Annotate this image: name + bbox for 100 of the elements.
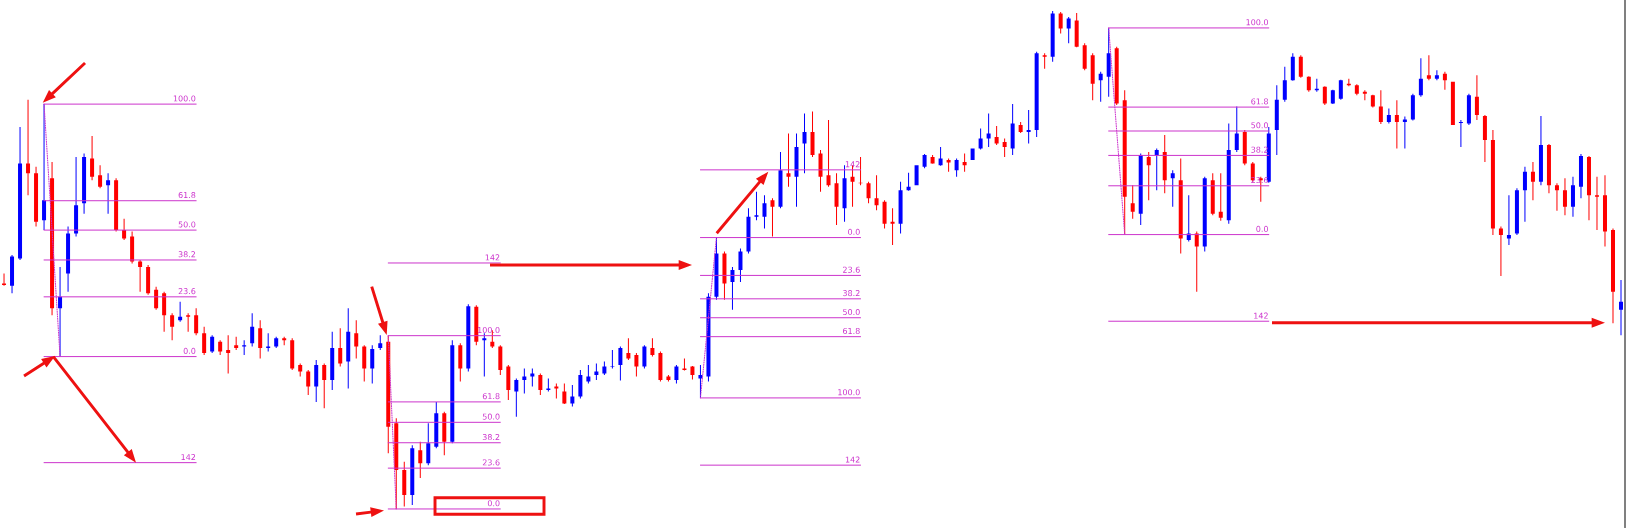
candlestick — [450, 340, 455, 444]
candlestick — [1178, 158, 1183, 254]
candlestick — [138, 259, 143, 292]
series-label: 23.6 — [178, 288, 196, 295]
candlestick — [834, 173, 839, 226]
candlestick — [802, 113, 807, 174]
candlestick — [498, 345, 503, 376]
candlestick — [1306, 76, 1311, 92]
series-label: 23.6 — [843, 266, 860, 273]
candlestick — [1298, 55, 1303, 78]
candlestick — [1026, 110, 1031, 144]
candlestick — [1066, 16, 1071, 44]
series-label: 38.2 — [482, 434, 500, 441]
candlestick — [1330, 89, 1335, 105]
candlestick — [1130, 185, 1135, 219]
candlestick — [1490, 130, 1495, 236]
series-label: 50.0 — [1251, 122, 1268, 129]
candlestick — [738, 248, 743, 282]
candlestick — [90, 135, 95, 181]
candlestick — [514, 378, 519, 417]
candlestick — [18, 127, 23, 260]
candlestick — [170, 313, 175, 341]
candlestick — [914, 165, 919, 186]
candlestick — [178, 301, 183, 322]
candlestick — [1514, 188, 1519, 236]
series-label: 142 — [485, 254, 500, 261]
candlestick — [1170, 170, 1175, 207]
candlestick — [1002, 138, 1007, 157]
series-label: 38.2 — [843, 290, 860, 297]
candlestick — [1162, 134, 1167, 194]
candlestick — [786, 133, 791, 187]
candlestick — [1458, 120, 1463, 147]
candlestick — [330, 331, 335, 390]
candlestick — [282, 336, 287, 346]
series-label: 23.6 — [482, 459, 500, 466]
candlestick — [290, 338, 295, 371]
candlestick — [930, 154, 935, 164]
candlestick — [1426, 55, 1431, 81]
candlestick — [1554, 183, 1559, 211]
candlestick — [962, 153, 967, 172]
candlestick — [690, 366, 695, 380]
candlestick — [242, 340, 247, 356]
candlestick — [906, 172, 911, 191]
candlestick — [186, 313, 191, 332]
candlestick — [1138, 153, 1143, 226]
candlestick — [1570, 176, 1575, 217]
candlestick — [1090, 53, 1095, 101]
series-label: 100.0 — [838, 389, 860, 396]
candlestick — [530, 368, 535, 387]
candlestick — [522, 368, 527, 394]
candlestick — [1506, 195, 1511, 246]
candlestick — [426, 423, 431, 466]
candlestick — [1410, 93, 1415, 121]
candlestick — [218, 340, 223, 356]
candlestick — [1546, 143, 1551, 194]
series-label: 100.0 — [478, 326, 500, 333]
candlestick — [66, 226, 71, 292]
candlestick — [1466, 93, 1471, 126]
candlestick — [346, 308, 351, 389]
candlestick — [1146, 151, 1151, 201]
candlestick — [1586, 155, 1591, 221]
candlestick — [1010, 104, 1015, 155]
candlestick — [1594, 176, 1599, 231]
candlestick — [634, 353, 639, 377]
series-label: 0.0 — [1256, 225, 1268, 232]
candlestick — [1082, 43, 1087, 71]
series-label: 0.0 — [183, 347, 196, 354]
candlestick — [26, 99, 31, 196]
candlestick — [482, 333, 487, 377]
series-label: 50.0 — [482, 413, 500, 420]
candlestick — [506, 365, 511, 400]
candlestick — [146, 264, 151, 295]
candlestick — [322, 363, 327, 409]
candlestick — [898, 181, 903, 234]
candlestick — [274, 336, 279, 349]
candlestick — [162, 291, 167, 332]
series-label: 142 — [1254, 312, 1268, 319]
candlestick — [746, 208, 751, 254]
candlestick — [402, 461, 407, 507]
candlestick — [1154, 148, 1159, 191]
candlestick — [890, 208, 895, 246]
candlestick — [266, 333, 271, 352]
candlestick — [858, 156, 863, 186]
candlestick — [466, 304, 471, 372]
candlestick — [1210, 173, 1215, 216]
candlestick — [338, 328, 343, 367]
candlestick — [954, 158, 959, 177]
series-label: 142 — [181, 454, 196, 460]
candlestick — [722, 251, 727, 300]
candlestick — [1018, 122, 1023, 133]
candlestick — [114, 178, 119, 232]
candlestick — [1362, 90, 1367, 101]
candlestick — [730, 266, 735, 310]
candlestick — [1474, 75, 1479, 121]
candlestick — [418, 441, 423, 479]
candlestick — [762, 195, 767, 229]
candlestick — [650, 338, 655, 357]
candlestick — [1378, 90, 1383, 125]
candlestick — [234, 336, 239, 351]
candlestick — [474, 305, 479, 346]
